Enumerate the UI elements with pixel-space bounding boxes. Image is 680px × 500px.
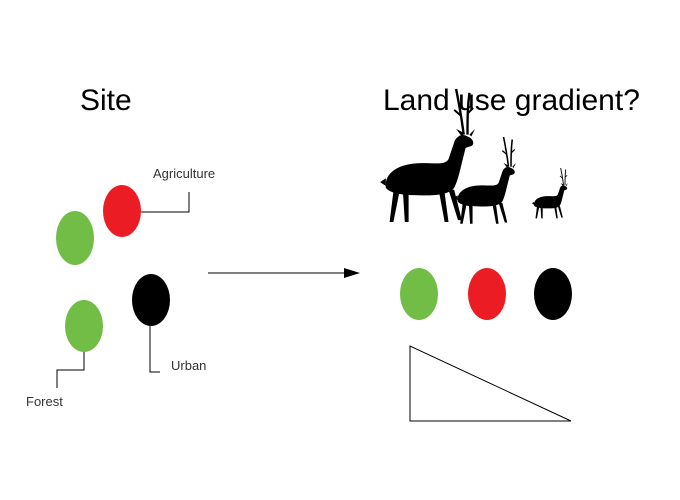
arrow-right-icon	[208, 268, 360, 278]
site-title: Site	[80, 84, 132, 117]
urban-site-ellipse	[132, 274, 170, 326]
agriculture-leader-line	[141, 192, 190, 213]
agriculture-label: Agriculture	[153, 166, 216, 181]
forest-site-ellipse-upper	[56, 211, 94, 265]
forest-site-ellipse-lower	[65, 300, 103, 352]
declining-triangle-icon	[409, 345, 572, 422]
agriculture-site-ellipse	[103, 185, 141, 237]
gradient-forest-ellipse	[400, 268, 438, 320]
gradient-agriculture-ellipse	[468, 268, 506, 320]
deer-silhouette-icon-small	[531, 167, 569, 219]
urban-label: Urban	[171, 358, 207, 373]
land-use-gradient-title: Land use gradient?	[383, 84, 640, 117]
forest-leader-line	[56, 352, 85, 388]
forest-label: Forest	[26, 394, 63, 409]
gradient-urban-ellipse	[534, 268, 572, 320]
urban-leader-line	[149, 326, 160, 373]
